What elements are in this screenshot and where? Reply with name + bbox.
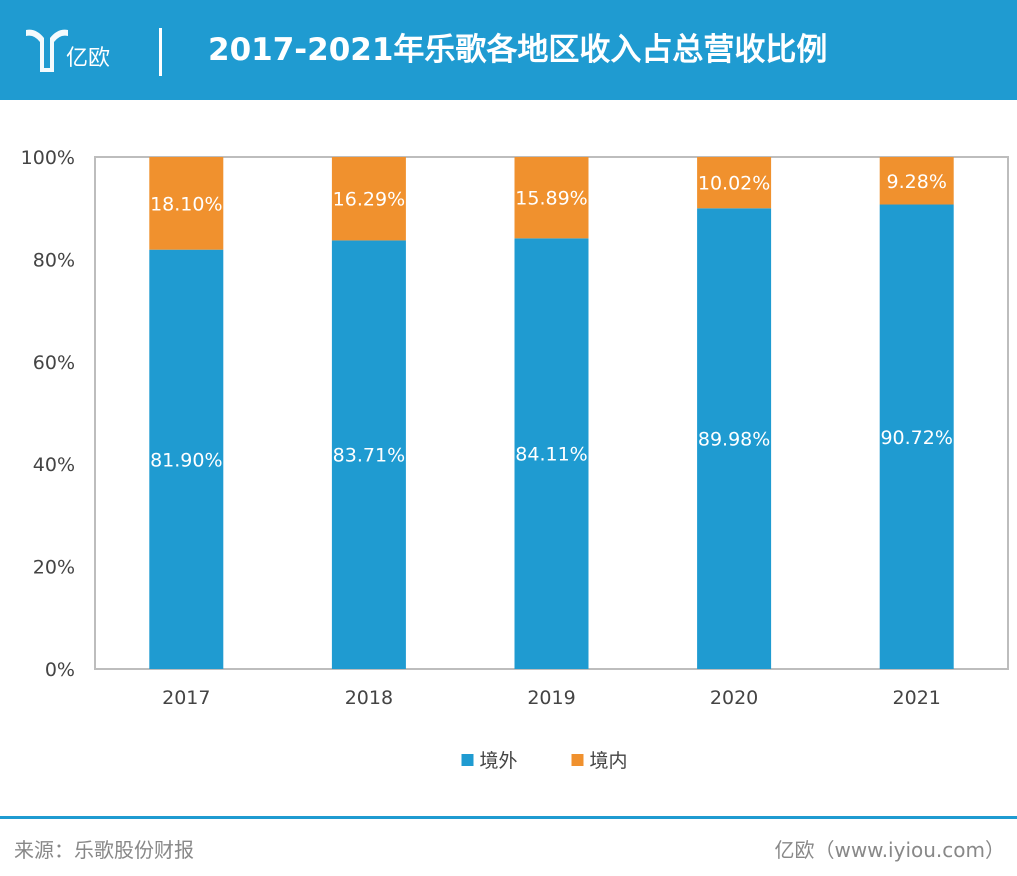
x-tick-label: 2021 (893, 687, 941, 709)
x-tick-label: 2018 (345, 687, 393, 709)
data-label: 9.28% (887, 171, 947, 193)
footer-brand: 亿欧（www.iyiou.com） (774, 838, 1005, 862)
y-tick-label: 20% (33, 557, 75, 579)
data-label: 15.89% (515, 188, 587, 210)
source-note: 来源：乐歌股份财报 (14, 838, 194, 862)
y-tick-label: 80% (33, 249, 75, 271)
header-banner: 亿欧 2017-2021年乐歌各地区收入占总营收比例 (0, 0, 1017, 100)
y-tick-label: 60% (33, 352, 75, 374)
bar-overseas (879, 204, 954, 669)
data-label: 84.11% (515, 444, 587, 466)
legend-swatch (461, 754, 474, 766)
data-label: 18.10% (150, 193, 222, 215)
bar-overseas (514, 238, 589, 669)
bar-domestic (879, 157, 954, 205)
page-title: 2017-2021年乐歌各地区收入占总营收比例 (208, 32, 828, 68)
data-label: 83.71% (333, 445, 405, 467)
bar-domestic (697, 157, 772, 209)
data-label: 16.29% (333, 189, 405, 211)
y-tick-label: 0% (45, 659, 75, 681)
bar-overseas (331, 240, 406, 670)
bar-domestic (331, 157, 406, 241)
stacked-bar-chart: 0% 20% 40% 60% 80% 100% 81.90% 18.10% 2017 83.71%… (21, 147, 1009, 772)
legend-swatch (571, 754, 584, 766)
y-tick-label: 40% (33, 454, 75, 476)
bar-domestic (149, 157, 224, 250)
data-label: 81.90% (150, 449, 222, 471)
x-tick-label: 2020 (710, 687, 758, 709)
bar-overseas (697, 208, 772, 669)
data-label: 89.98% (698, 429, 770, 451)
x-tick-label: 2017 (162, 687, 210, 709)
logo-text: 亿欧 (66, 46, 111, 71)
legend-label: 境内 (590, 750, 628, 772)
x-tick-label: 2019 (527, 687, 575, 709)
footer-divider (0, 816, 1017, 819)
y-tick-label: 100% (21, 147, 75, 169)
yiou-logo-icon (26, 29, 68, 73)
header-divider (159, 28, 162, 76)
bar-domestic (514, 157, 589, 239)
legend-label: 境外 (480, 750, 518, 772)
bar-overseas (149, 249, 224, 669)
data-label: 90.72% (880, 427, 952, 449)
data-label: 10.02% (698, 173, 770, 195)
